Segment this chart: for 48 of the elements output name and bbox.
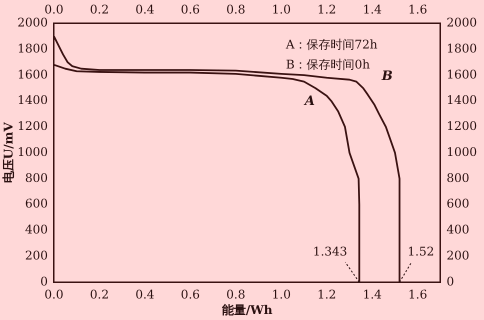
y-tick-label: 0 (40, 274, 48, 288)
y-tick-label: 2000 (17, 16, 48, 30)
annotation: A：保存时间72h (284, 38, 378, 52)
y2-tick-label: 1200 (446, 119, 478, 134)
x2-tick-label: 1.6 (408, 2, 428, 16)
annotation: 1.52 (408, 244, 434, 258)
y-tick-label: 1000 (17, 144, 48, 159)
x-axis-title: 能量/Wh (222, 302, 273, 317)
y-tick-label: 800 (25, 170, 48, 185)
y2-tick-label: 0 (446, 274, 454, 288)
y-tick-label: 1800 (17, 41, 48, 56)
x2-tick-label: 0.4 (135, 2, 155, 16)
x-tick-label: 1.6 (408, 288, 428, 302)
x-tick-label: 0.2 (90, 288, 109, 302)
y-tick-label: 400 (25, 222, 48, 237)
x-tick-label: 0.4 (135, 288, 155, 302)
y2-tick-label: 600 (446, 196, 470, 211)
x-tick-label: 1.2 (317, 288, 336, 302)
series-label: A (302, 94, 315, 110)
x2-tick-label: 0.8 (226, 2, 246, 16)
x-tick-label: 0.0 (44, 288, 64, 302)
x2-tick-label: 0.0 (44, 2, 64, 16)
x2-tick-label: 0.6 (180, 2, 200, 16)
x2-tick-label: 1.2 (317, 2, 336, 16)
x2-tick-label: 1.4 (362, 2, 382, 16)
annotation: 1.343 (312, 244, 348, 258)
y2-tick-label: 400 (446, 222, 470, 237)
series-label: B (380, 68, 393, 84)
y-tick-label: 600 (25, 196, 48, 211)
y-tick-label: 1400 (17, 93, 48, 108)
x-tick-label: 0.6 (180, 288, 200, 302)
y2-tick-label: 200 (446, 248, 470, 262)
y-tick-label: 1600 (17, 67, 48, 82)
y2-tick-label: 800 (446, 170, 470, 185)
x-tick-label: 1.0 (272, 288, 291, 302)
y2-tick-label: 1600 (446, 67, 478, 82)
x-tick-label: 0.8 (226, 288, 246, 302)
y-axis-title: 电压U/mV (1, 122, 16, 184)
y2-tick-label: 1400 (446, 93, 478, 108)
y-tick-label: 200 (25, 248, 48, 262)
x-tick-label: 1.4 (362, 288, 382, 302)
x2-tick-label: 1.0 (272, 2, 291, 16)
y-tick-label: 1200 (17, 119, 48, 134)
annotation: B：保存时间0h (286, 58, 370, 72)
y2-tick-label: 1000 (446, 144, 478, 159)
y2-tick-label: 2000 (446, 16, 478, 30)
y2-tick-label: 1800 (446, 41, 478, 56)
x2-tick-label: 0.2 (90, 2, 109, 16)
